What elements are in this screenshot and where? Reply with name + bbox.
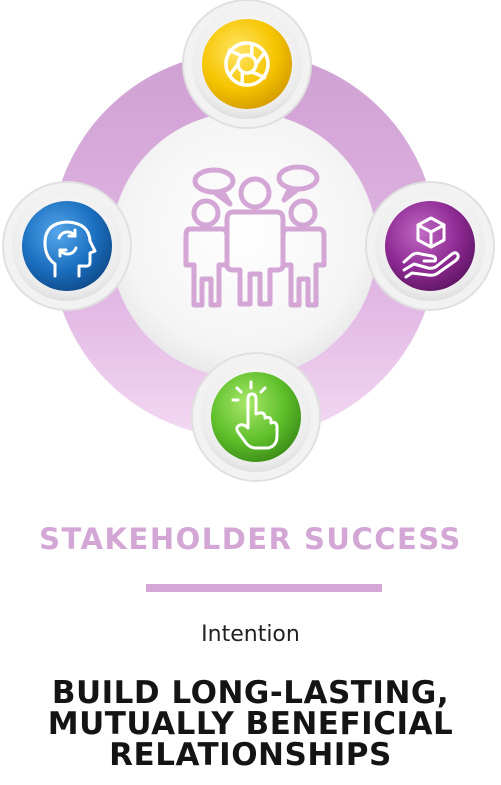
touch-icon (231, 380, 279, 450)
node-right (365, 181, 495, 311)
diagram-title: STAKEHOLDER SUCCESS (39, 522, 462, 556)
headline: BUILD LONG-LASTING, MUTUALLY BENEFICIAL … (0, 678, 501, 771)
shutter-icon (224, 41, 270, 87)
center-disc (111, 112, 377, 378)
head-refresh-icon (43, 220, 97, 278)
headline-line-1: BUILD LONG-LASTING, (51, 675, 450, 711)
people-group-icon (183, 164, 327, 308)
headline-line-3: RELATIONSHIPS (109, 737, 392, 773)
intention-label: Intention (201, 622, 300, 647)
hand-box-icon (402, 216, 460, 279)
stakeholder-diagram (2, 0, 495, 482)
node-top (182, 0, 312, 129)
node-left (2, 181, 132, 311)
headline-line-2: MUTUALLY BENEFICIAL (47, 706, 454, 742)
title-divider (146, 584, 382, 592)
node-bottom (191, 352, 321, 482)
